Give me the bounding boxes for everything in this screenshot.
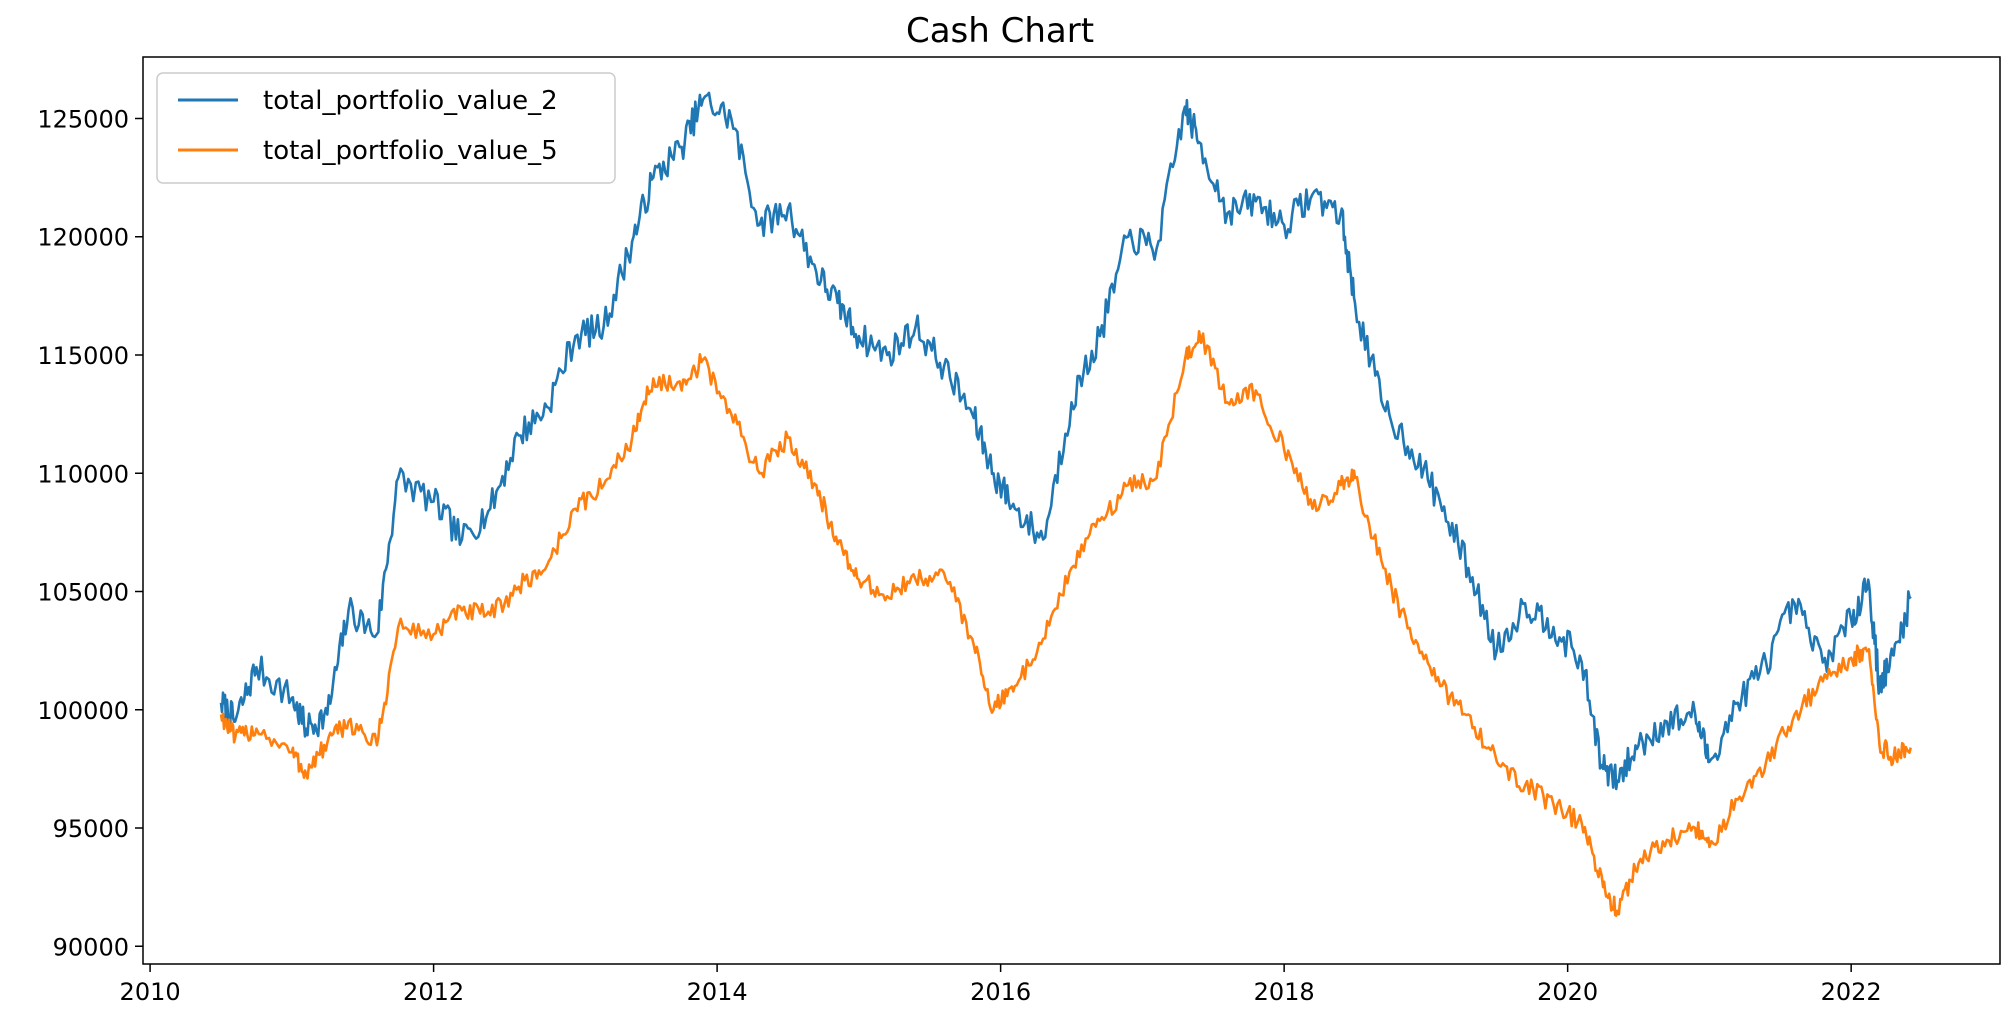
x-tick-label: 2012 — [403, 978, 464, 1006]
y-axis: 90000 95000 100000 105000 110000 115000 120000… — [37, 105, 143, 961]
y-tick-label: 100000 — [37, 697, 129, 725]
y-tick-label: 125000 — [37, 105, 129, 133]
x-tick-label: 2018 — [1254, 978, 1315, 1006]
y-tick-label: 90000 — [53, 933, 129, 961]
legend-box — [156, 72, 616, 184]
series-line-1 — [219, 91, 1912, 791]
y-tick-label: 120000 — [37, 224, 129, 252]
y-tick-label: 105000 — [37, 579, 129, 607]
x-tick-label: 2022 — [1821, 978, 1882, 1006]
x-tick-label: 2020 — [1537, 978, 1598, 1006]
series-line-2 — [219, 330, 1912, 917]
x-tick-label: 2014 — [687, 978, 748, 1006]
x-axis: 2010 2012 2014 2016 2018 2020 2022 — [120, 964, 1882, 1006]
legend: total_portfolio_value_2 total_portfolio_… — [156, 72, 616, 184]
legend-label-series-1: total_portfolio_value_2 — [263, 86, 558, 116]
y-tick-label: 95000 — [53, 815, 129, 843]
series-layer — [219, 91, 1912, 917]
y-tick-label: 110000 — [37, 460, 129, 488]
legend-label-series-2: total_portfolio_value_5 — [263, 136, 558, 166]
plot-area-frame — [142, 56, 2001, 965]
y-tick-label: 115000 — [37, 342, 129, 370]
x-tick-label: 2016 — [970, 978, 1031, 1006]
x-tick-label: 2010 — [120, 978, 181, 1006]
chart-title: Cash Chart — [906, 11, 1094, 51]
